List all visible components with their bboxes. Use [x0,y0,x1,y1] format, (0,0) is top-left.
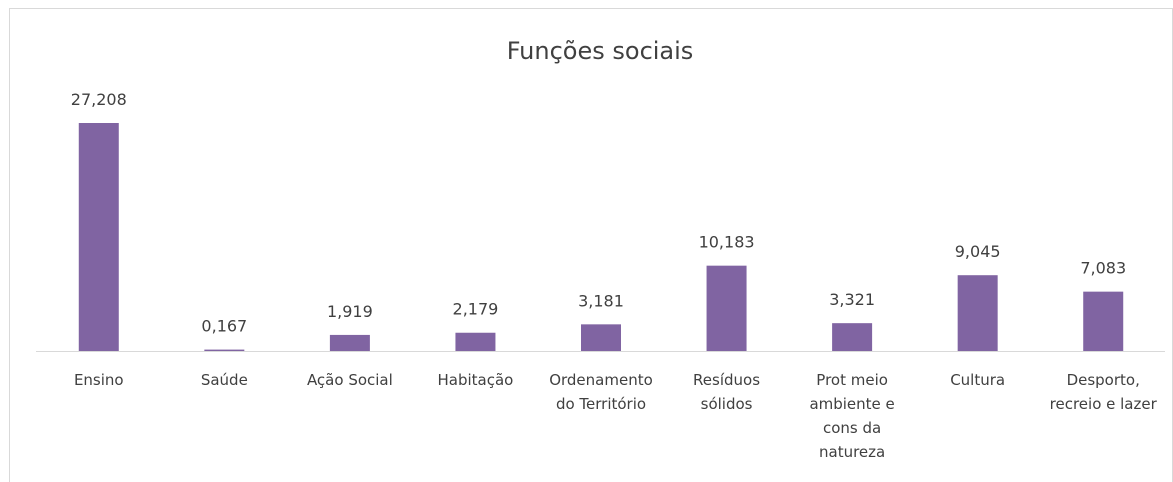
bar [832,323,873,351]
x-tick-label: Resíduos sólidos [693,371,761,413]
bar [204,349,245,351]
x-tick-label: Ação Social [306,371,393,389]
chart-frame [9,8,1173,482]
data-label: 27,208 [71,90,127,109]
bar [78,123,119,351]
x-tick-label: Prot meio ambiente e cons da natureza [809,371,895,461]
x-tick-label: Saúde [200,371,248,389]
chart-title: Funções sociais [507,37,694,65]
data-label: 3,181 [578,291,624,310]
bar [455,332,496,351]
x-tick-label: Cultura [950,371,1006,389]
x-tick-label: Desporto, recreio e lazer [1049,371,1157,413]
x-tick-label: Ensino [73,371,124,389]
data-label: 7,083 [1080,259,1126,278]
bar [957,275,998,351]
data-label: 3,321 [829,290,875,309]
data-label: 9,045 [955,242,1001,261]
bar [706,265,747,351]
data-label: 0,167 [201,317,247,336]
bar [1083,291,1124,351]
bar [581,324,621,351]
x-tick-label: Habitação [437,371,514,389]
bar [329,334,370,351]
data-label: 10,183 [699,233,755,252]
x-tick-label: Ordenamento do Território [549,371,653,413]
data-label: 2,179 [453,300,499,319]
data-label: 1,919 [327,302,373,321]
